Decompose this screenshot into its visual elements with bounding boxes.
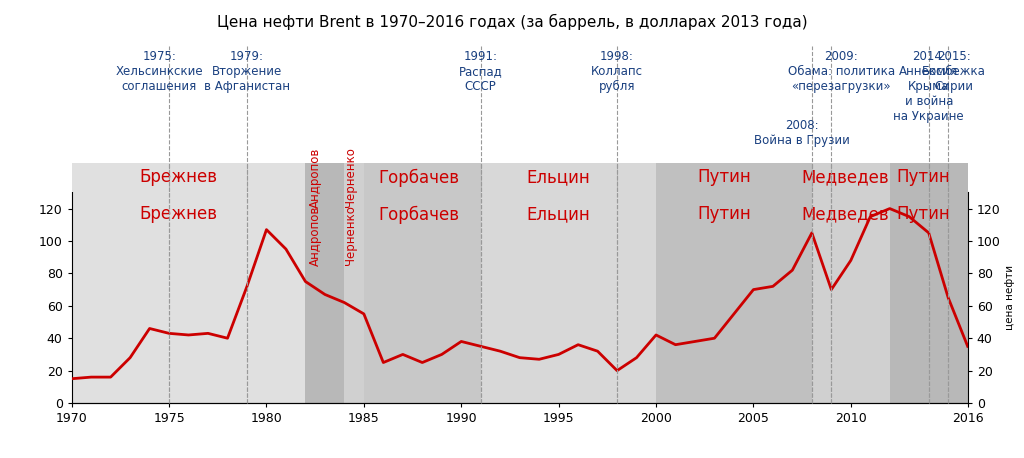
Bar bbox=[305, 163, 344, 192]
Bar bbox=[812, 192, 890, 403]
Bar bbox=[344, 192, 364, 403]
Text: 1991:
Распад
СССР: 1991: Распад СССР bbox=[459, 50, 503, 93]
Text: Брежнев: Брежнев bbox=[140, 205, 218, 224]
Text: 1975:
Хельсинкские
соглашения: 1975: Хельсинкские соглашения bbox=[116, 50, 203, 93]
Text: 2009:
Обама: политика
«перезагрузки»: 2009: Обама: политика «перезагрузки» bbox=[787, 50, 895, 93]
Text: Путин: Путин bbox=[896, 169, 949, 186]
Text: Андропов: Андропов bbox=[308, 147, 322, 207]
Bar bbox=[656, 163, 812, 192]
Bar bbox=[72, 163, 305, 192]
Bar bbox=[72, 192, 305, 403]
Text: Путин: Путин bbox=[697, 169, 751, 186]
Bar bbox=[890, 163, 968, 192]
Text: Горбачев: Горбачев bbox=[378, 205, 459, 224]
Text: Черненко: Черненко bbox=[344, 147, 356, 207]
Text: Медведев: Медведев bbox=[801, 205, 889, 224]
Text: 1998:
Коллапс
рубля: 1998: Коллапс рубля bbox=[591, 50, 643, 93]
Bar bbox=[812, 163, 890, 192]
Bar bbox=[364, 163, 480, 192]
Bar bbox=[344, 163, 364, 192]
Text: Цена нефти Brent в 1970–2016 годах (за баррель, в долларах 2013 года): Цена нефти Brent в 1970–2016 годах (за б… bbox=[217, 14, 807, 30]
Text: Путин: Путин bbox=[896, 205, 949, 224]
Bar bbox=[480, 163, 656, 192]
Text: Брежнев: Брежнев bbox=[140, 169, 218, 186]
Text: Горбачев: Горбачев bbox=[378, 169, 459, 186]
Text: Черненко: Черненко bbox=[344, 205, 356, 265]
Text: 1979:
Вторжение
в Афганистан: 1979: Вторжение в Афганистан bbox=[204, 50, 290, 93]
Bar bbox=[364, 192, 480, 403]
Bar bbox=[656, 192, 812, 403]
Text: 2008:
Война в Грузии: 2008: Война в Грузии bbox=[755, 119, 850, 147]
Text: 2015:
Бомбежка
Сирии: 2015: Бомбежка Сирии bbox=[922, 50, 986, 93]
Text: Медведев: Медведев bbox=[801, 169, 889, 186]
Text: 2014:
Аннексия
Крыма
и война
на Украине: 2014: Аннексия Крыма и война на Украине bbox=[893, 50, 964, 123]
Bar bbox=[890, 192, 968, 403]
Bar bbox=[305, 192, 344, 403]
Text: Ельцин: Ельцин bbox=[526, 169, 591, 186]
Bar bbox=[480, 192, 656, 403]
Text: Путин: Путин bbox=[697, 205, 751, 224]
Y-axis label: цена нефти: цена нефти bbox=[1005, 265, 1015, 330]
Text: Андропов: Андропов bbox=[308, 205, 322, 266]
Text: Ельцин: Ельцин bbox=[526, 205, 591, 224]
